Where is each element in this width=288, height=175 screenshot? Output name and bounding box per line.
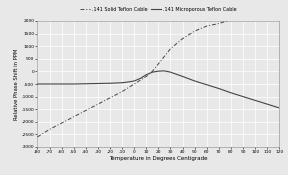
.141 Solid Teflon Cable — [169, 48, 172, 50]
.141 Microporous Teflon Cable — [132, 80, 136, 82]
.141 Solid Teflon Cable — [205, 25, 209, 27]
.141 Microporous Teflon Cable — [151, 71, 154, 73]
Line: .141 Solid Teflon Cable: .141 Solid Teflon Cable — [37, 0, 279, 137]
.141 Solid Teflon Cable — [181, 38, 184, 40]
.141 Solid Teflon Cable — [120, 90, 124, 93]
Y-axis label: Relative Phase Shift in PPM: Relative Phase Shift in PPM — [14, 48, 19, 120]
.141 Microporous Teflon Cable — [60, 83, 63, 85]
.141 Solid Teflon Cable — [193, 30, 196, 32]
.141 Solid Teflon Cable — [157, 63, 160, 65]
.141 Microporous Teflon Cable — [253, 99, 257, 102]
.141 Solid Teflon Cable — [241, 15, 245, 17]
.141 Microporous Teflon Cable — [126, 81, 130, 83]
.141 Solid Teflon Cable — [108, 97, 112, 99]
.141 Solid Teflon Cable — [96, 103, 100, 105]
.141 Solid Teflon Cable — [48, 128, 51, 130]
Legend: .141 Solid Teflon Cable, .141 Microporous Teflon Cable: .141 Solid Teflon Cable, .141 Microporou… — [80, 7, 237, 12]
.141 Solid Teflon Cable — [72, 116, 75, 118]
.141 Microporous Teflon Cable — [72, 83, 75, 85]
.141 Solid Teflon Cable — [253, 10, 257, 12]
.141 Solid Teflon Cable — [132, 83, 136, 85]
.141 Microporous Teflon Cable — [181, 75, 184, 78]
.141 Microporous Teflon Cable — [48, 83, 51, 85]
Line: .141 Microporous Teflon Cable: .141 Microporous Teflon Cable — [37, 71, 279, 108]
.141 Microporous Teflon Cable — [241, 96, 245, 98]
.141 Microporous Teflon Cable — [145, 74, 148, 76]
X-axis label: Temperature in Degrees Centigrade: Temperature in Degrees Centigrade — [109, 156, 208, 161]
.141 Solid Teflon Cable — [36, 136, 39, 138]
.141 Microporous Teflon Cable — [169, 71, 172, 73]
.141 Solid Teflon Cable — [229, 19, 233, 21]
.141 Microporous Teflon Cable — [205, 84, 209, 86]
.141 Microporous Teflon Cable — [157, 70, 160, 72]
.141 Microporous Teflon Cable — [217, 88, 221, 90]
.141 Solid Teflon Cable — [60, 122, 63, 124]
.141 Microporous Teflon Cable — [193, 80, 196, 82]
.141 Microporous Teflon Cable — [163, 70, 166, 72]
.141 Microporous Teflon Cable — [96, 82, 100, 85]
.141 Microporous Teflon Cable — [36, 83, 39, 85]
.141 Microporous Teflon Cable — [120, 82, 124, 84]
.141 Microporous Teflon Cable — [139, 77, 142, 79]
.141 Microporous Teflon Cable — [108, 82, 112, 84]
.141 Solid Teflon Cable — [163, 55, 166, 57]
.141 Microporous Teflon Cable — [266, 103, 269, 105]
.141 Microporous Teflon Cable — [84, 83, 88, 85]
.141 Solid Teflon Cable — [217, 22, 221, 25]
.141 Microporous Teflon Cable — [229, 92, 233, 94]
.141 Solid Teflon Cable — [151, 70, 154, 72]
.141 Solid Teflon Cable — [145, 75, 148, 78]
.141 Solid Teflon Cable — [84, 109, 88, 111]
.141 Microporous Teflon Cable — [278, 107, 281, 109]
.141 Solid Teflon Cable — [266, 4, 269, 6]
